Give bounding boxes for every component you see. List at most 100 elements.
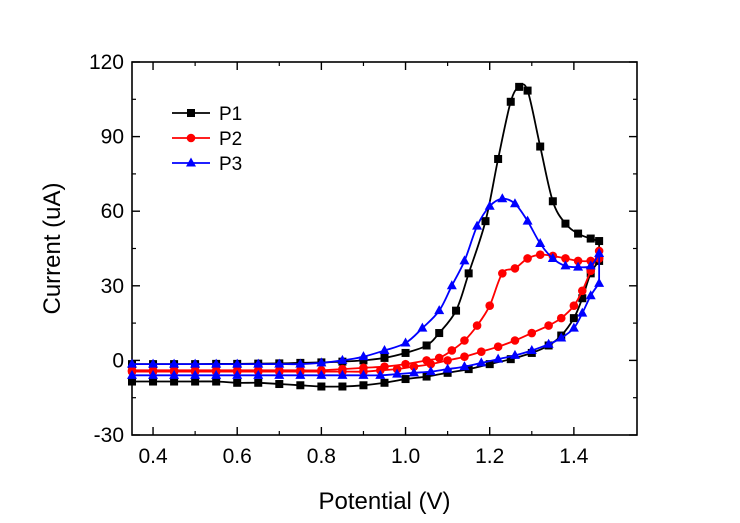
data-point — [522, 215, 533, 225]
data-point — [472, 321, 482, 330]
data-point — [556, 313, 566, 323]
data-point — [535, 238, 546, 248]
x-tick-label: 0.6 — [223, 445, 252, 468]
data-point — [497, 193, 508, 203]
x-axis-title: Potential (V) — [318, 488, 450, 515]
axis-ticks — [132, 61, 637, 436]
data-point — [295, 358, 306, 368]
data-point — [274, 358, 285, 368]
data-point — [595, 237, 604, 246]
y-tick-label: 90 — [101, 126, 124, 149]
data-point — [484, 200, 495, 210]
data-point — [380, 353, 389, 362]
data-point — [425, 366, 436, 376]
data-point — [561, 219, 570, 228]
data-point — [509, 198, 520, 208]
legend: P1 P2 P3 — [172, 104, 242, 175]
data-point — [569, 301, 579, 310]
series-p1 — [128, 82, 604, 391]
y-tick-label: 120 — [89, 51, 124, 74]
data-point — [547, 252, 558, 262]
data-point — [574, 229, 583, 238]
data-point — [498, 269, 507, 278]
data-point — [560, 260, 571, 270]
data-point — [536, 142, 545, 151]
data-point — [506, 97, 515, 106]
data-point — [422, 372, 431, 381]
data-point — [447, 346, 457, 355]
legend-item-p2: P2 — [172, 129, 242, 150]
data-point — [169, 369, 180, 379]
data-point — [275, 380, 284, 389]
legend-label: P1 — [219, 104, 242, 125]
data-point — [543, 338, 554, 348]
series-p3 — [127, 193, 605, 379]
data-point — [464, 269, 473, 278]
data-point — [409, 362, 419, 371]
data-point — [573, 261, 584, 271]
legend-item-p3: P3 — [172, 154, 242, 175]
data-point — [460, 352, 469, 361]
data-point — [485, 360, 494, 369]
data-point — [191, 377, 200, 386]
data-point — [510, 336, 520, 345]
data-point — [526, 344, 537, 354]
data-point — [426, 359, 436, 369]
data-point — [211, 369, 222, 379]
data-point — [476, 347, 486, 356]
data-point — [295, 369, 306, 379]
data-point — [510, 264, 520, 273]
data-point — [148, 358, 159, 368]
data-point — [459, 361, 470, 371]
x-tick-label: 0.8 — [307, 445, 336, 468]
data-point — [493, 342, 503, 352]
data-point — [190, 358, 201, 368]
data-point — [585, 290, 596, 300]
x-tick-label: 1.2 — [475, 445, 504, 468]
data-point — [509, 349, 520, 359]
y-tick-label: 30 — [101, 275, 124, 298]
data-point — [443, 368, 452, 377]
data-point — [527, 328, 537, 338]
data-point — [417, 322, 428, 332]
data-point — [253, 369, 264, 379]
data-point — [337, 369, 348, 379]
data-point — [170, 377, 179, 386]
data-point — [586, 234, 595, 243]
data-point — [472, 220, 483, 230]
data-point — [481, 217, 490, 226]
data-point — [274, 369, 285, 379]
data-point — [594, 277, 605, 287]
data-point — [544, 321, 553, 330]
x-tick-label: 1.4 — [559, 445, 589, 468]
data-point — [585, 260, 596, 270]
legend-marker — [186, 157, 196, 167]
data-point — [392, 368, 403, 378]
data-point — [556, 332, 567, 342]
data-point — [446, 280, 457, 290]
data-point — [338, 382, 347, 391]
data-point — [577, 307, 588, 317]
data-point — [506, 355, 515, 364]
data-point — [296, 381, 305, 390]
data-point — [459, 255, 470, 265]
data-point — [523, 86, 532, 95]
data-point — [233, 378, 242, 387]
series-layer — [127, 82, 605, 391]
data-point — [253, 358, 264, 368]
data-point — [476, 357, 487, 367]
data-point — [568, 322, 579, 332]
data-point — [211, 358, 222, 368]
data-point — [401, 359, 410, 369]
data-point — [379, 344, 390, 354]
data-point — [128, 377, 136, 386]
data-point — [561, 254, 570, 263]
series-p3-reverse-line — [132, 282, 600, 377]
data-point — [548, 197, 557, 206]
axis-tick-labels: 0.4 0.6 0.8 1.0 1.2 1.4 -30 0 30 60 90 120 — [89, 51, 589, 468]
legend-label: P2 — [219, 129, 242, 150]
data-point — [443, 356, 452, 365]
data-point — [434, 305, 445, 315]
data-point — [358, 369, 369, 379]
